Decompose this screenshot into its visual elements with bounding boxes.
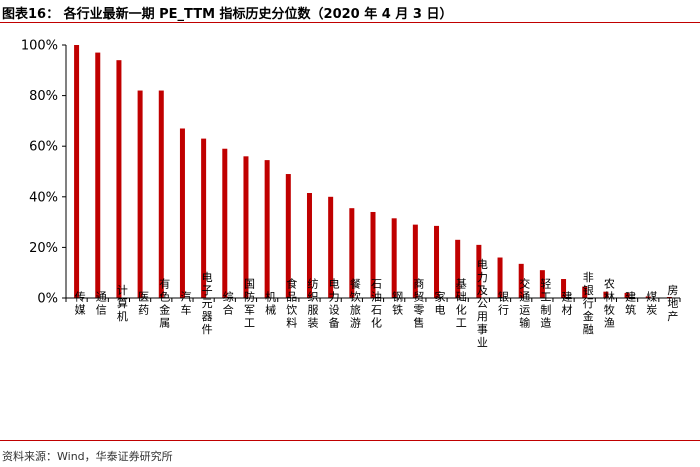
y-axis: 0% 20% 40% 60% 80% 100% (21, 39, 67, 307)
x-tick-label: 医药 (137, 291, 150, 317)
x-tick-label: 房地产 (666, 284, 679, 323)
x-tick-label: 煤炭 (645, 291, 658, 317)
bar-12 (306, 193, 312, 298)
bar-29 (666, 296, 672, 298)
x-tick-label: 电力设备 (327, 278, 340, 330)
bar-8 (222, 148, 228, 298)
x-tick-label: 综合 (221, 290, 234, 317)
bar-6 (179, 128, 185, 298)
bar-21 (497, 257, 503, 298)
bar-14 (349, 208, 355, 298)
x-tick-label: 钢铁 (391, 291, 404, 317)
bar-15 (370, 211, 376, 298)
y-tick-label: 60% (29, 140, 58, 155)
bar-17 (412, 224, 418, 298)
y-tick-label: 80% (29, 89, 58, 104)
x-tick-label: 农林牧渔 (602, 277, 615, 330)
bar-11 (285, 174, 291, 298)
y-tick-label: 40% (29, 190, 58, 205)
bar-4 (137, 90, 143, 298)
bar-2 (95, 52, 101, 299)
bar-22 (518, 263, 524, 298)
x-tick-label: 电力及公用事业 (475, 258, 488, 349)
x-tick-label: 电子元器件 (200, 271, 213, 336)
x-tick-label: 建材 (560, 290, 573, 317)
bar-19 (455, 239, 461, 298)
x-tick-label: 食品饮料 (285, 277, 298, 330)
x-tick-label: 商贸零售 (412, 277, 425, 330)
bar-3 (116, 60, 122, 299)
footer-rule (0, 440, 700, 441)
bar-28 (645, 296, 651, 298)
bar-26 (603, 291, 609, 298)
source-note: 资料来源：Wind，华泰证券研究所 (2, 450, 173, 463)
bar-23 (539, 270, 545, 298)
x-tick-label: 轻工制造 (539, 277, 552, 330)
chart-title: 图表16： 各行业最新一期 PE_TTM 指标历史分位数（2020 年 4 月 … (2, 7, 453, 22)
bar-1 (74, 45, 80, 298)
x-tick-label: 国防军工 (242, 278, 255, 330)
bar-18 (434, 225, 440, 298)
bar-7 (201, 138, 207, 298)
bar-25 (582, 286, 588, 298)
x-tick-label: 基础化工 (454, 278, 467, 330)
bar-24 (561, 279, 567, 298)
bar-20 (476, 244, 482, 298)
x-tick-label: 非银行金融 (581, 271, 594, 336)
bar-5 (158, 90, 164, 298)
y-tick-label: 100% (21, 39, 58, 54)
x-tick-label: 交通运输 (518, 277, 531, 330)
bar-13 (328, 196, 334, 298)
x-tick-label: 计算机 (115, 284, 128, 323)
x-tick-label: 石油石化 (370, 278, 383, 330)
x-tick-label: 建筑 (624, 290, 637, 317)
bar-9 (243, 156, 249, 298)
x-tick-label: 通信 (94, 291, 107, 317)
x-axis: 传媒 通信 计算机 医药 有色金属 汽车 电子元器件 综合 国防军工 机械 食品饮料 纺织服装 电力设备… (65, 258, 681, 350)
title-bar: 图表16： 各行业最新一期 PE_TTM 指标历史分位数（2020 年 4 月 … (0, 0, 700, 23)
y-tick-label: 0% (37, 292, 58, 307)
x-tick-label: 纺织服装 (306, 277, 319, 330)
bars (74, 45, 672, 299)
bar-10 (264, 160, 270, 298)
bar-chart: 0% 20% 40% 60% 80% 100% 传媒 通信 计算机 医药 有色金属 汽车 电子元器件综… (21, 39, 681, 350)
x-tick-label: 家电 (433, 290, 446, 317)
x-tick-label: 银行 (497, 290, 510, 317)
bar-27 (624, 292, 630, 298)
x-tick-label: 汽车 (179, 290, 192, 317)
bar-16 (391, 218, 397, 298)
x-tick-label: 机械 (264, 290, 277, 317)
x-tick-label: 有色金属 (158, 277, 171, 330)
x-tick-label: 餐饮旅游 (348, 277, 361, 330)
y-tick-label: 20% (29, 241, 58, 256)
x-tick-label: 传媒 (73, 291, 86, 317)
